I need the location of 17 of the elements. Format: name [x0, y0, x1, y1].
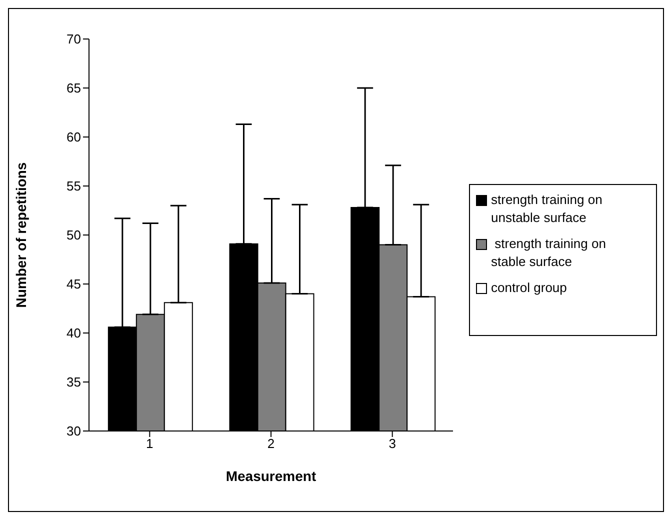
x-tick-label: 1 [146, 436, 154, 452]
y-tick-label: 35 [66, 374, 81, 390]
x-tick-label: 2 [267, 436, 275, 452]
y-tick-label: 60 [66, 130, 81, 145]
y-axis-title: Number of repetitions [12, 162, 29, 308]
x-tick-label: 3 [388, 436, 396, 452]
y-tick-label: 45 [66, 276, 81, 292]
legend-label: strength training on unstable surface [491, 191, 604, 227]
y-tick-label: 50 [66, 228, 81, 243]
legend-label: control group [491, 279, 567, 297]
legend-label: strength training on stable surface [491, 235, 607, 271]
y-tick-label: 55 [66, 178, 81, 194]
x-axis-title: Measurement [226, 468, 316, 484]
y-tick-label: 40 [66, 326, 81, 341]
y-tick-label: 70 [66, 32, 81, 47]
y-tick-label: 30 [66, 424, 81, 439]
y-tick-label: 65 [66, 80, 81, 96]
